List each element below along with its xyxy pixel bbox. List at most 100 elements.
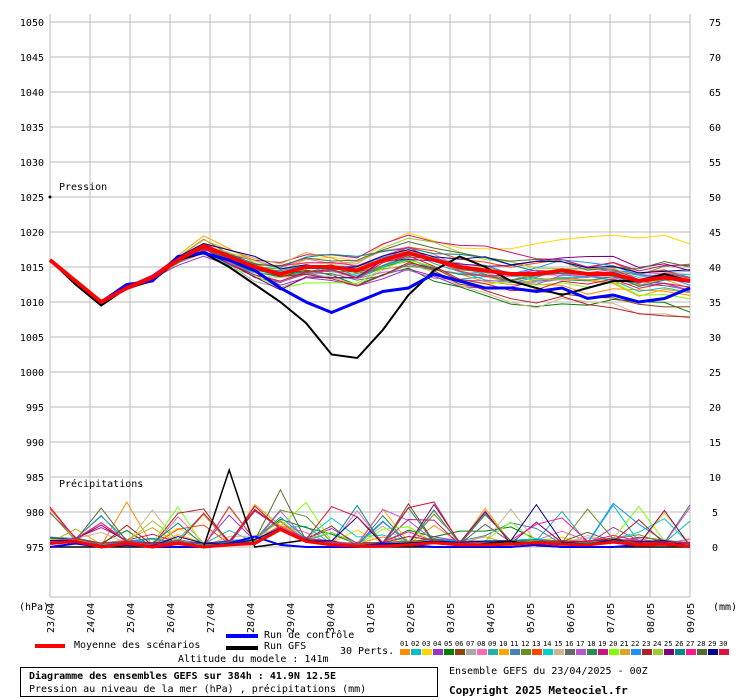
perturbation-precip-line bbox=[49, 501, 691, 546]
perturbation-swatch bbox=[565, 649, 575, 655]
date-axis-ticks: 23/04 24/04 25/04 26/04 27/04 28/04 29/04 30/04… bbox=[46, 603, 697, 633]
perturbation-swatch bbox=[576, 649, 586, 655]
perturbation-label: 20 bbox=[609, 640, 617, 648]
perturbation-swatch bbox=[708, 649, 718, 655]
perturbation-swatch bbox=[686, 649, 696, 655]
perturbation-label: 05 bbox=[444, 640, 452, 648]
chart-subtitle: Pression au niveau de la mer (hPa) , pré… bbox=[29, 684, 367, 695]
perturbation-swatch bbox=[587, 649, 597, 655]
precip-tick-label: 55 bbox=[709, 158, 721, 169]
perturbation-swatch bbox=[433, 649, 443, 655]
perturbation-label: 10 bbox=[499, 640, 507, 648]
perturbation-label: 07 bbox=[466, 640, 474, 648]
precip-tick-label: 5 bbox=[712, 508, 718, 519]
gfs-legend-label: Run GFS bbox=[264, 641, 307, 652]
altitude-label: Altitude du modele : 141m bbox=[178, 654, 329, 665]
perturbation-label: 21 bbox=[620, 640, 628, 648]
perturbation-label: 23 bbox=[642, 640, 650, 648]
mean-legend-label: Moyenne des scénarios bbox=[74, 640, 201, 651]
date-tick-label: 25/04 bbox=[126, 603, 137, 633]
perturbation-swatch bbox=[675, 649, 685, 655]
precip-tick-label: 70 bbox=[709, 53, 721, 64]
perturbation-swatch bbox=[664, 649, 674, 655]
grid-lines bbox=[49, 14, 691, 598]
pressure-tick-label: 1025 bbox=[20, 193, 44, 204]
date-tick-label: 01/05 bbox=[366, 603, 377, 633]
pressure-tick-label: 1050 bbox=[20, 18, 44, 29]
perturbation-swatch bbox=[488, 649, 498, 655]
precip-tick-label: 45 bbox=[709, 228, 721, 239]
perturbation-label: 24 bbox=[653, 640, 661, 648]
perturbation-swatch bbox=[543, 649, 553, 655]
pressure-axis-label: (hPa) bbox=[19, 602, 49, 613]
perturbation-swatch bbox=[521, 649, 531, 655]
precip-tick-label: 15 bbox=[709, 438, 721, 449]
date-tick-label: 28/04 bbox=[246, 603, 257, 633]
precip-tick-label: 25 bbox=[709, 368, 721, 379]
pressure-tick-label: 985 bbox=[26, 473, 44, 484]
pressure-tick-label: 1005 bbox=[20, 333, 44, 344]
date-tick-label: 29/04 bbox=[286, 603, 297, 633]
perturbation-swatch bbox=[466, 649, 476, 655]
perturbation-label: 26 bbox=[675, 640, 683, 648]
date-tick-label: 04/05 bbox=[486, 603, 497, 633]
pressure-tick-label: 1035 bbox=[20, 123, 44, 134]
perturbation-pressure-line bbox=[49, 234, 691, 303]
perturbation-swatch bbox=[532, 649, 542, 655]
perturbation-swatch bbox=[554, 649, 564, 655]
perturbation-swatch bbox=[444, 649, 454, 655]
precip-tick-label: 75 bbox=[709, 18, 721, 29]
precip-tick-label: 60 bbox=[709, 123, 721, 134]
date-tick-label: 06/05 bbox=[566, 603, 577, 633]
pressure-tick-label: 1020 bbox=[20, 228, 44, 239]
pressure-tick-label: 980 bbox=[26, 508, 44, 519]
pressure-tick-label: 1045 bbox=[20, 53, 44, 64]
perturbation-swatch bbox=[499, 649, 509, 655]
precip-tick-label: 50 bbox=[709, 193, 721, 204]
title-box: Diagramme des ensembles GEFS sur 384h : … bbox=[20, 667, 438, 697]
perturbation-label: 15 bbox=[554, 640, 562, 648]
pressure-tick-label: 975 bbox=[26, 543, 44, 554]
perturbation-swatch bbox=[653, 649, 663, 655]
chart-title: Diagramme des ensembles GEFS sur 384h : … bbox=[29, 671, 337, 682]
perturbation-label: 14 bbox=[543, 640, 551, 648]
perturbation-label: 13 bbox=[532, 640, 540, 648]
date-tick-label: 26/04 bbox=[166, 603, 177, 633]
perturbation-swatch bbox=[510, 649, 520, 655]
perturbation-swatch bbox=[631, 649, 641, 655]
run-info: Ensemble GEFS du 23/04/2025 - 00Z bbox=[449, 666, 648, 677]
date-tick-label: 08/05 bbox=[646, 603, 657, 633]
perturbation-label: 11 bbox=[510, 640, 518, 648]
date-tick-label: 23/04 bbox=[46, 603, 57, 633]
perturbation-label: 18 bbox=[587, 640, 595, 648]
pressure-tick-label: 1015 bbox=[20, 263, 44, 274]
perturbation-label: 08 bbox=[477, 640, 485, 648]
perturbation-label: 16 bbox=[565, 640, 573, 648]
annotations: Pression Précipitations bbox=[48, 182, 143, 490]
control-legend-label: Run de contrôle bbox=[264, 630, 355, 641]
pression-annotation: Pression bbox=[59, 182, 107, 193]
perturbation-swatch bbox=[642, 649, 652, 655]
copyright: Copyright 2025 Meteociel.fr bbox=[449, 684, 628, 697]
precip-tick-label: 20 bbox=[709, 403, 721, 414]
date-tick-label: 03/05 bbox=[446, 603, 457, 633]
perturbation-swatch bbox=[598, 649, 608, 655]
date-tick-label: 30/04 bbox=[326, 603, 337, 633]
perturbation-swatch bbox=[477, 649, 487, 655]
date-tick-label: 07/05 bbox=[606, 603, 617, 633]
series-precip-line bbox=[49, 527, 691, 549]
control-legend-swatch bbox=[226, 634, 258, 638]
perturbation-swatch bbox=[609, 649, 619, 655]
precip-tick-label: 40 bbox=[709, 263, 721, 274]
gfs-legend-swatch bbox=[226, 646, 258, 650]
perturbation-label: 29 bbox=[708, 640, 716, 648]
perturbation-swatch bbox=[697, 649, 707, 655]
perturbation-swatch bbox=[719, 649, 729, 655]
perturbation-label: 01 bbox=[400, 640, 408, 648]
precip-axis-ticks: 0 5 10 15 20 25 30 35 40 45 50 55 60 65 70 75 (mm) bbox=[709, 18, 737, 613]
series-pressure-line bbox=[48, 243, 691, 305]
perturbation-label: 03 bbox=[422, 640, 430, 648]
pressure-tick-label: 1010 bbox=[20, 298, 44, 309]
pressure-axis-ticks: 975 980 985 990 995 1000 1005 1010 1015 1020 1025 1… bbox=[19, 18, 49, 613]
perturbation-label: 25 bbox=[664, 640, 672, 648]
